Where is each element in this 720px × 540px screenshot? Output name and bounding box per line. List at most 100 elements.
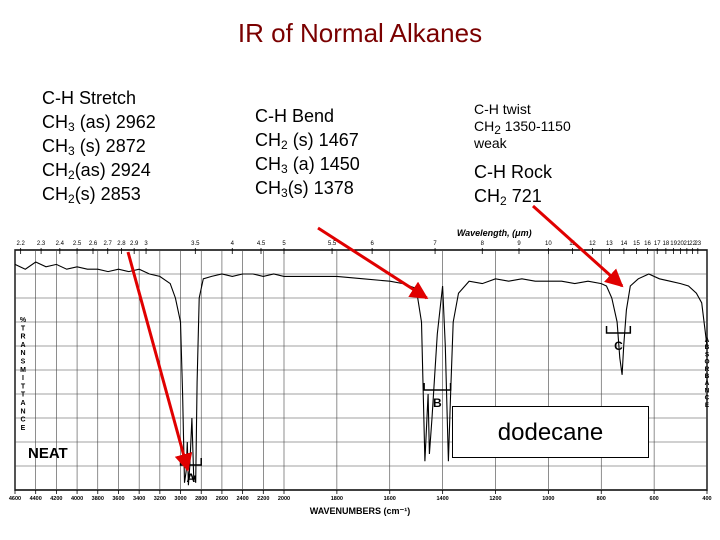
top-tick-label: 2.4 <box>56 241 65 247</box>
annotation-arrow <box>126 251 193 472</box>
top-tick-label: 6 <box>370 241 374 247</box>
bend-annotation: C-H Bend CH2 (s) 1467 CH3 (a) 1450 CH3(s… <box>255 104 360 200</box>
left-axis-letter: S <box>21 359 26 366</box>
right-axis-letter: N <box>705 387 710 394</box>
twist-line: CH2 1350-1150 <box>474 118 571 137</box>
right-axis-letter: A <box>705 337 710 344</box>
left-axis-letter: T <box>21 392 26 399</box>
top-tick-label: 3.5 <box>191 241 200 247</box>
bend-line-3: CH3(s) 1378 <box>255 178 354 200</box>
top-tick-label: 8 <box>481 241 485 247</box>
top-tick-label: 14 <box>621 241 628 247</box>
top-tick-label: 2.3 <box>37 241 46 247</box>
twist-annotation: C-H twist CH2 1350-1150 weak <box>474 101 571 152</box>
bottom-tick-label: 1000 <box>542 496 554 502</box>
top-tick-label: 11 <box>569 241 576 247</box>
bottom-tick-label: 2400 <box>236 496 248 502</box>
left-axis-letter: N <box>20 350 25 357</box>
left-axis-letter: E <box>21 425 26 432</box>
bend-line-2: CH3 (a) 1450 <box>255 154 360 176</box>
left-axis-letter: A <box>20 400 25 407</box>
top-tick-label: 19 <box>670 241 677 247</box>
top-tick-label: 2.7 <box>104 241 113 247</box>
right-axis-letter: E <box>705 402 710 409</box>
page-title: IR of Normal Alkanes <box>237 18 483 48</box>
bottom-tick-label: 3000 <box>174 496 186 502</box>
stretch-line-4: CH2(s) 2853 <box>42 184 141 206</box>
top-tick-label: 16 <box>644 241 651 247</box>
top-tick-label: 3 <box>144 241 148 247</box>
bottom-tick-label: 800 <box>597 496 606 502</box>
top-tick-label: 12 <box>589 241 596 247</box>
bottom-tick-label: 1800 <box>331 496 343 502</box>
top-tick-label: 5 <box>282 241 286 247</box>
bottom-tick-label: 600 <box>650 496 659 502</box>
bottom-tick-label: 4600 <box>9 496 21 502</box>
spectrum-line <box>14 261 708 486</box>
bottom-tick-label: 2600 <box>216 496 228 502</box>
top-tick-label: 13 <box>606 241 613 247</box>
neat-label: NEAT <box>28 445 68 462</box>
bend-line-1: CH2 (s) 1467 <box>255 130 359 152</box>
top-tick-label: 2.8 <box>117 241 126 247</box>
right-axis-letter: O <box>704 359 709 366</box>
left-axis-letter: N <box>20 408 25 415</box>
bottom-tick-label: 4000 <box>71 496 83 502</box>
region-label: B <box>433 396 442 410</box>
top-axis-label: Wavelength, (μm) <box>457 228 532 238</box>
sample-label: dodecane <box>452 406 649 458</box>
right-axis-letter: A <box>705 380 710 387</box>
rock-heading: C-H Rock <box>474 162 553 182</box>
region-bracket <box>423 383 452 391</box>
top-tick-label: 7 <box>433 241 437 247</box>
bottom-tick-label: 1200 <box>489 496 501 502</box>
bottom-tick-label: 2800 <box>195 496 207 502</box>
twist-note: weak <box>474 135 507 151</box>
annotation-arrow <box>317 226 429 300</box>
rock-line: CH2 721 <box>474 186 542 208</box>
left-axis-letter: T <box>21 383 26 390</box>
top-tick-label: 17 <box>654 241 661 247</box>
bottom-tick-label: 3400 <box>133 496 145 502</box>
bend-heading: C-H Bend <box>255 106 335 126</box>
region-bracket <box>605 326 632 334</box>
bottom-tick-label: 4400 <box>30 496 42 502</box>
bottom-tick-label: 4200 <box>50 496 62 502</box>
top-tick-label: 2.2 <box>16 241 25 247</box>
right-axis-letter: C <box>705 395 710 402</box>
top-tick-label: 10 <box>545 241 552 247</box>
left-axis-letter: T <box>21 325 26 332</box>
region-label: A <box>187 471 196 485</box>
right-axis-letter: B <box>705 344 710 351</box>
left-axis-letter: M <box>20 367 26 374</box>
region-label: C <box>614 339 623 353</box>
top-tick-label: 2.5 <box>73 241 82 247</box>
left-axis-letter: A <box>20 342 25 349</box>
top-tick-label: 22 <box>689 241 696 247</box>
left-axis-letter: I <box>22 375 24 382</box>
stretch-heading: C-H Stretch <box>42 88 137 108</box>
twist-heading: C-H twist <box>474 101 531 117</box>
right-axis-letter: R <box>705 366 710 373</box>
stretch-line-2: CH3 (s) 2872 <box>42 136 146 158</box>
top-tick-label: 18 <box>663 241 670 247</box>
left-axis-letter: % <box>20 317 27 324</box>
top-tick-label: 4 <box>231 241 235 247</box>
bottom-tick-label: 3200 <box>154 496 166 502</box>
bottom-tick-label: 400 <box>702 496 711 502</box>
stretch-line-1: CH3 (as) 2962 <box>42 112 156 134</box>
annotation-arrow <box>531 204 624 288</box>
left-axis-letter: R <box>20 334 25 341</box>
right-axis-letter: B <box>705 373 710 380</box>
bottom-tick-label: 3600 <box>112 496 124 502</box>
stretch-line-3: CH2(as) 2924 <box>42 160 151 182</box>
top-tick-label: 4.5 <box>257 241 266 247</box>
bottom-tick-label: 3800 <box>92 496 104 502</box>
top-tick-label: 2.6 <box>89 241 98 247</box>
top-tick-label: 21 <box>684 241 691 247</box>
top-tick-label: 23 <box>694 241 701 247</box>
bottom-tick-label: 1600 <box>384 496 396 502</box>
bottom-tick-label: 2200 <box>257 496 269 502</box>
top-tick-label: 5.5 <box>328 241 337 247</box>
